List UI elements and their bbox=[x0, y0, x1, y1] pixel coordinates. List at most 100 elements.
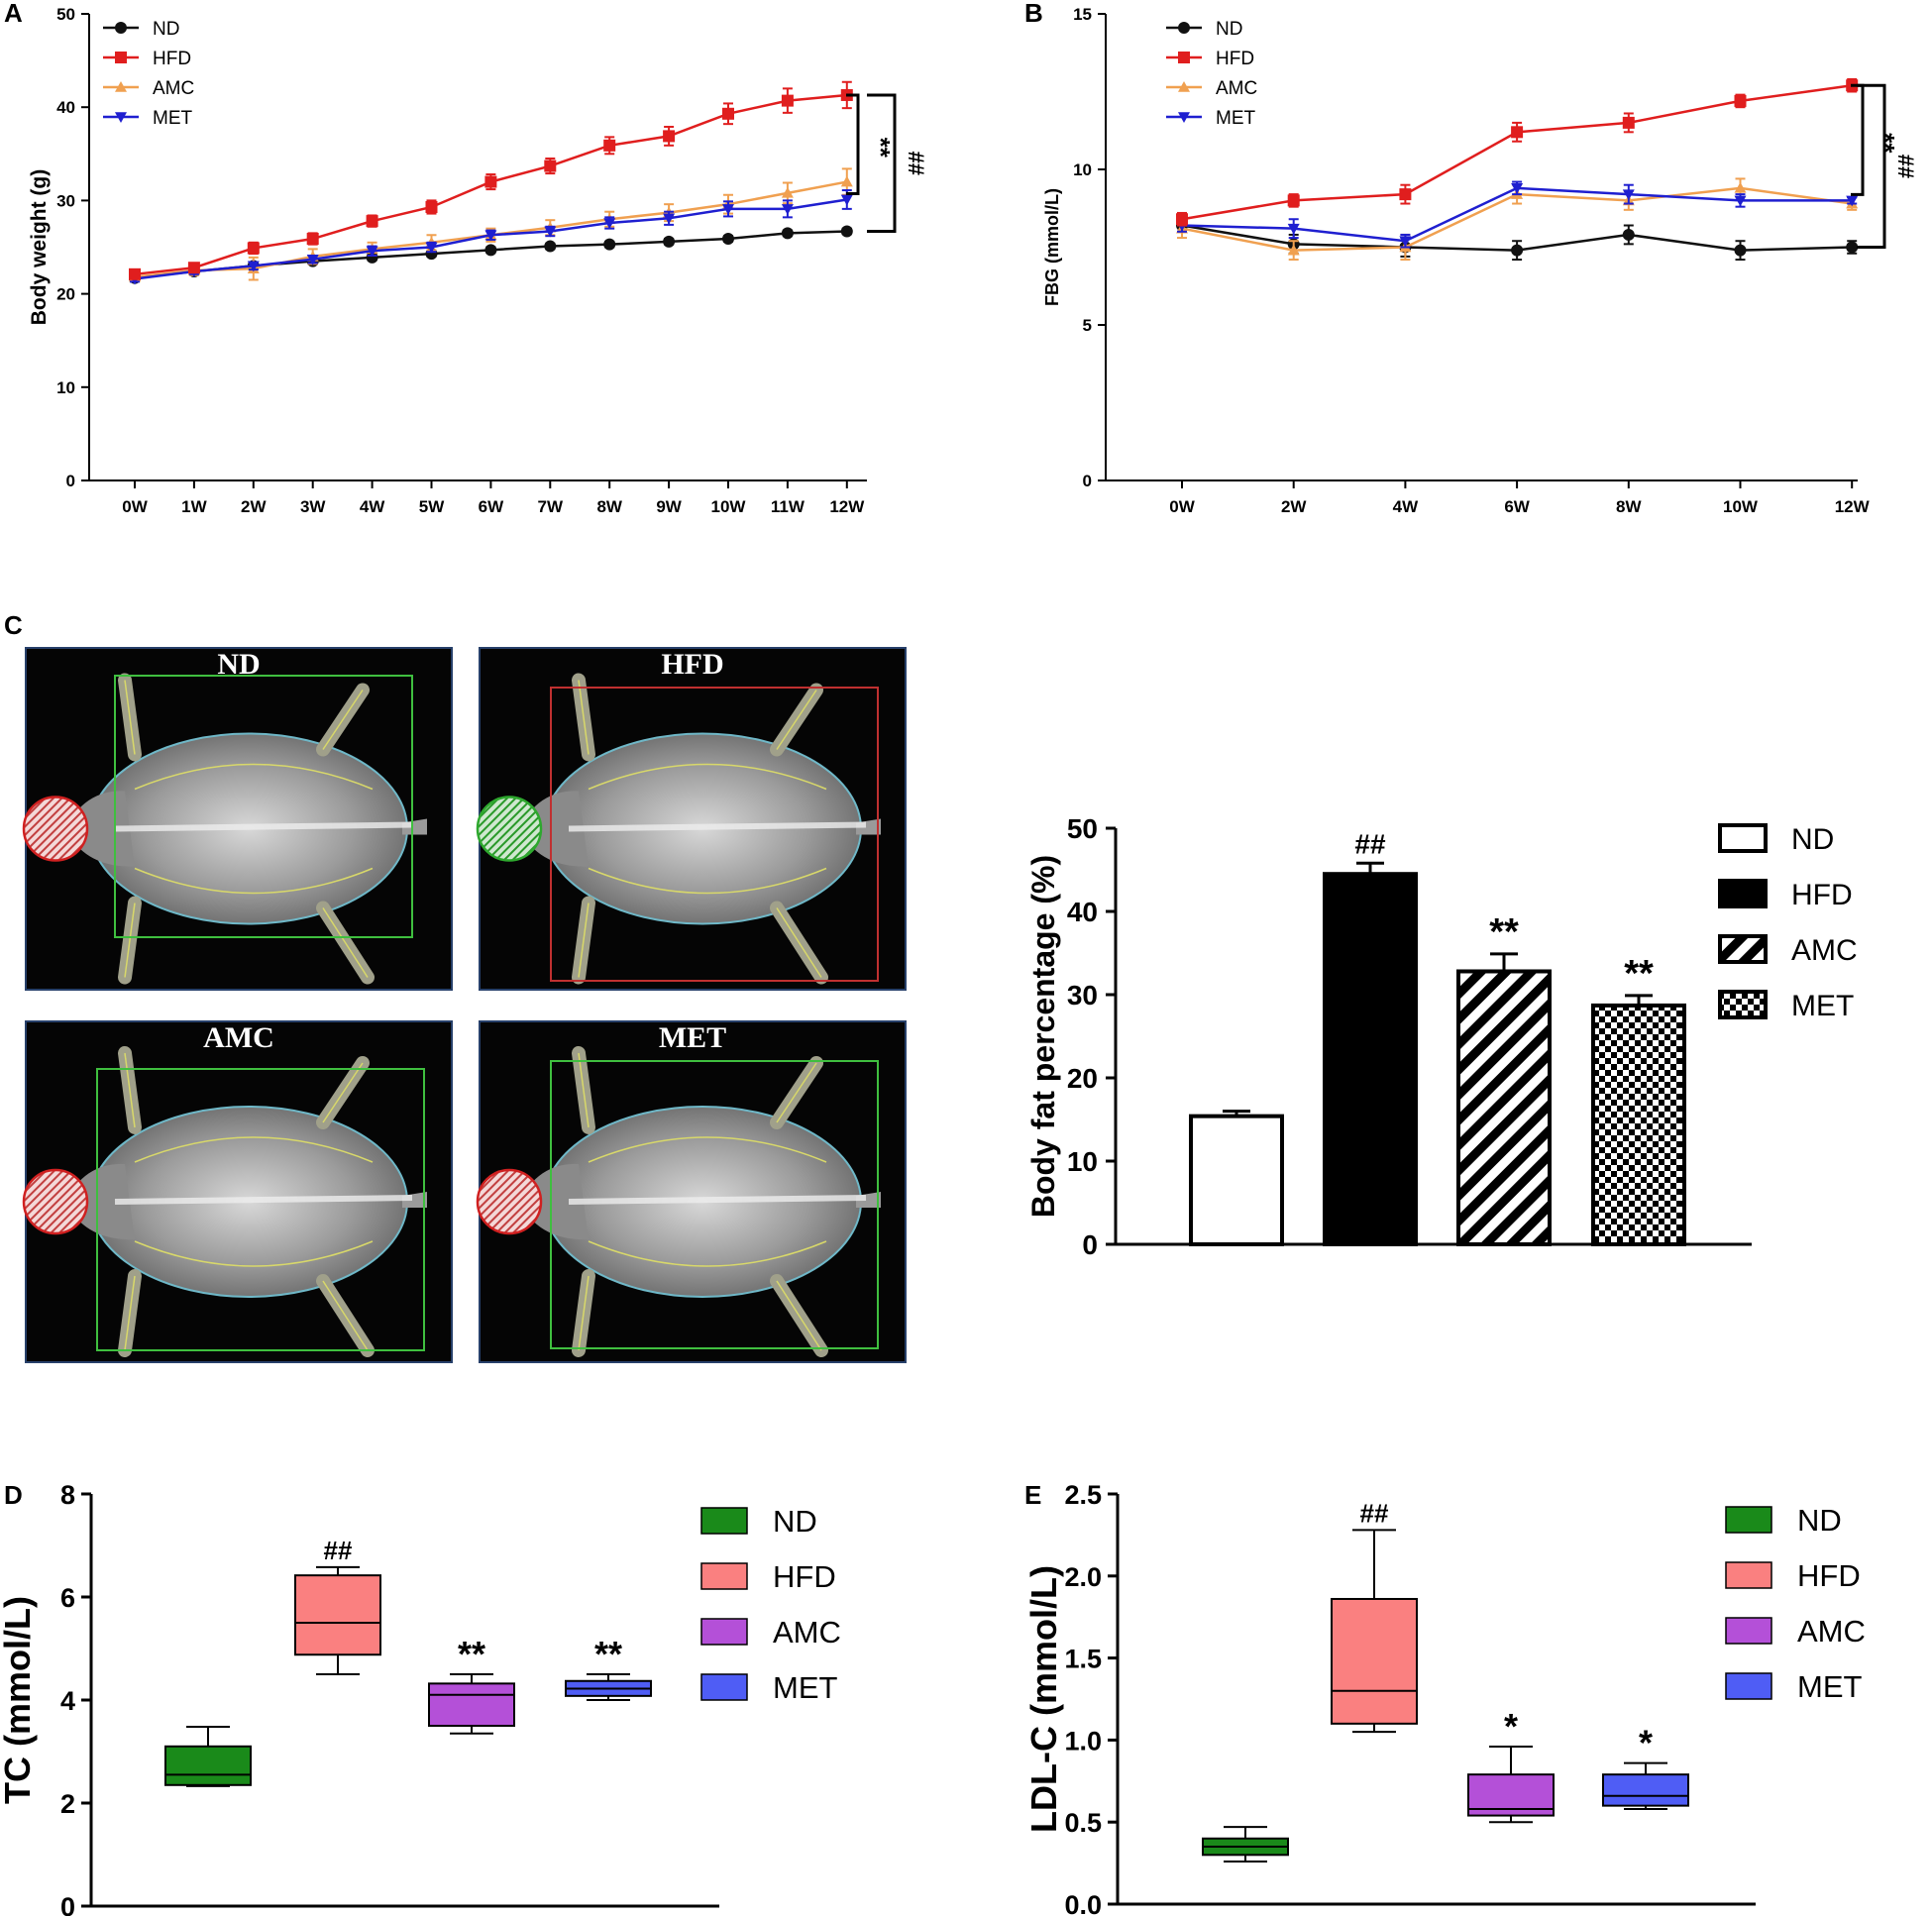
data-point bbox=[366, 246, 378, 258]
chart-body-weight: 0 10 20 30 40 50 0W 1W 2W 3W 4W 5W 6W 7W 8W 9W 10W 11W 12W… bbox=[28, 5, 928, 516]
panel-letter-a: A bbox=[4, 0, 23, 28]
x-tick-label: 1W bbox=[181, 497, 207, 516]
annotation: ** bbox=[866, 138, 896, 159]
limb-outline bbox=[124, 1275, 136, 1351]
limb-outline bbox=[776, 1062, 817, 1123]
x-tick-label: 6W bbox=[479, 497, 504, 516]
mouse-neck bbox=[519, 791, 589, 867]
legend-marker bbox=[115, 112, 127, 123]
xray-nd: ND bbox=[22, 647, 453, 991]
mouse-spine bbox=[114, 1195, 413, 1205]
y-tick-label: 1.0 bbox=[1064, 1726, 1102, 1756]
data-point bbox=[425, 242, 438, 254]
y-axis-label: LDL-C (mmol/L) bbox=[1023, 1565, 1064, 1833]
y-tick-label: 5 bbox=[1083, 316, 1092, 335]
data-point bbox=[1287, 244, 1300, 256]
x-tick-label: 2W bbox=[241, 497, 267, 516]
series-met bbox=[1176, 180, 1859, 249]
box bbox=[428, 1682, 515, 1727]
y-tick-label: 30 bbox=[1067, 980, 1098, 1011]
head-exclusion-circle bbox=[22, 796, 89, 862]
roi-box bbox=[114, 675, 413, 938]
x-tick-label: 0W bbox=[1169, 497, 1195, 516]
limb-outline bbox=[124, 1052, 136, 1128]
x-tick-label: 4W bbox=[1393, 497, 1419, 516]
data-point bbox=[306, 254, 319, 266]
legend-label: MET bbox=[773, 1670, 838, 1705]
chart-tc: 0 2 4 6 8 TC (mmol/L) ## ** ** ND HFD AMC MET bbox=[0, 1480, 841, 1916]
chart-fbg: 0 5 10 15 0W 2W 4W 6W 8W 10W 12W FBG (mmol/L) ND HFD A… bbox=[1042, 5, 1918, 516]
legend-label: MET bbox=[1216, 108, 1256, 129]
legend-label: AMC bbox=[153, 78, 194, 99]
legend-swatch bbox=[1718, 879, 1768, 908]
data-point bbox=[781, 186, 794, 198]
fat-outline bbox=[588, 763, 827, 895]
data-point bbox=[247, 242, 260, 255]
annotation: * bbox=[1639, 1723, 1653, 1763]
limb-outline bbox=[578, 680, 590, 755]
legend-label: HFD bbox=[1791, 879, 1853, 911]
data-point bbox=[722, 204, 734, 215]
chart-ldl: 0.0 0.5 1.0 1.5 2.0 2.5 LDL-C (mmol/L) ## * * ND HF… bbox=[1023, 1480, 1866, 1916]
x-tick-label: 9W bbox=[656, 497, 682, 516]
box-nd bbox=[164, 1726, 252, 1787]
box-amc bbox=[428, 1673, 515, 1735]
annotation: ** bbox=[594, 1634, 622, 1674]
limb-outline bbox=[776, 907, 822, 978]
data-point bbox=[722, 233, 734, 246]
series-hfd bbox=[1176, 77, 1859, 227]
annotation: ** bbox=[1489, 911, 1519, 953]
mouse-spine bbox=[114, 821, 413, 832]
legend-swatch bbox=[1725, 1672, 1772, 1700]
bracket bbox=[1857, 83, 1886, 249]
mouse-spine bbox=[568, 1195, 867, 1205]
y-tick-label: 0.0 bbox=[1064, 1890, 1102, 1916]
legend-marker bbox=[1178, 81, 1190, 92]
data-point bbox=[1511, 183, 1524, 194]
x-tick-label: 12W bbox=[829, 497, 865, 516]
data-point bbox=[781, 94, 794, 107]
limb-outline bbox=[578, 1275, 590, 1351]
y-tick-label: 50 bbox=[1067, 813, 1098, 844]
legend-swatch bbox=[1725, 1561, 1772, 1589]
data-point bbox=[840, 175, 853, 187]
data-point bbox=[1622, 116, 1635, 129]
legend-marker bbox=[115, 22, 127, 34]
data-point bbox=[1511, 126, 1524, 139]
y-tick-label: 10 bbox=[1073, 160, 1092, 179]
data-point bbox=[1287, 194, 1300, 207]
box bbox=[164, 1745, 252, 1786]
data-point bbox=[129, 267, 141, 280]
y-tick-label: 15 bbox=[1073, 5, 1092, 24]
series-nd bbox=[1176, 218, 1859, 262]
legend-swatch bbox=[700, 1562, 748, 1590]
y-tick-label: 10 bbox=[1067, 1146, 1098, 1177]
xray-hfd: HFD bbox=[476, 647, 907, 991]
x-tick-label: 8W bbox=[596, 497, 622, 516]
data-point bbox=[544, 240, 557, 253]
data-point bbox=[781, 227, 794, 240]
data-point bbox=[544, 226, 557, 238]
data-point bbox=[1287, 223, 1300, 235]
y-tick-label: 0 bbox=[1082, 1229, 1098, 1260]
box-met bbox=[565, 1673, 652, 1701]
legend-swatch bbox=[700, 1673, 748, 1701]
limb-outline bbox=[776, 1280, 822, 1351]
data-point bbox=[1176, 213, 1188, 226]
legend-swatch bbox=[1725, 1506, 1772, 1534]
data-point bbox=[1846, 241, 1859, 254]
fat-outline bbox=[134, 1136, 374, 1267]
data-point bbox=[247, 261, 260, 272]
data-point bbox=[1622, 189, 1635, 201]
box-hfd bbox=[294, 1565, 381, 1675]
limb-outline bbox=[322, 907, 369, 978]
xray-met: MET bbox=[476, 1020, 907, 1363]
limb-outline bbox=[124, 680, 136, 755]
annotation: ## bbox=[904, 151, 928, 174]
data-point bbox=[1734, 195, 1747, 207]
bar-hfd bbox=[1323, 872, 1418, 1246]
box-amc bbox=[1467, 1746, 1555, 1824]
series-hfd bbox=[129, 80, 853, 280]
x-tick-label: 2W bbox=[1281, 497, 1307, 516]
